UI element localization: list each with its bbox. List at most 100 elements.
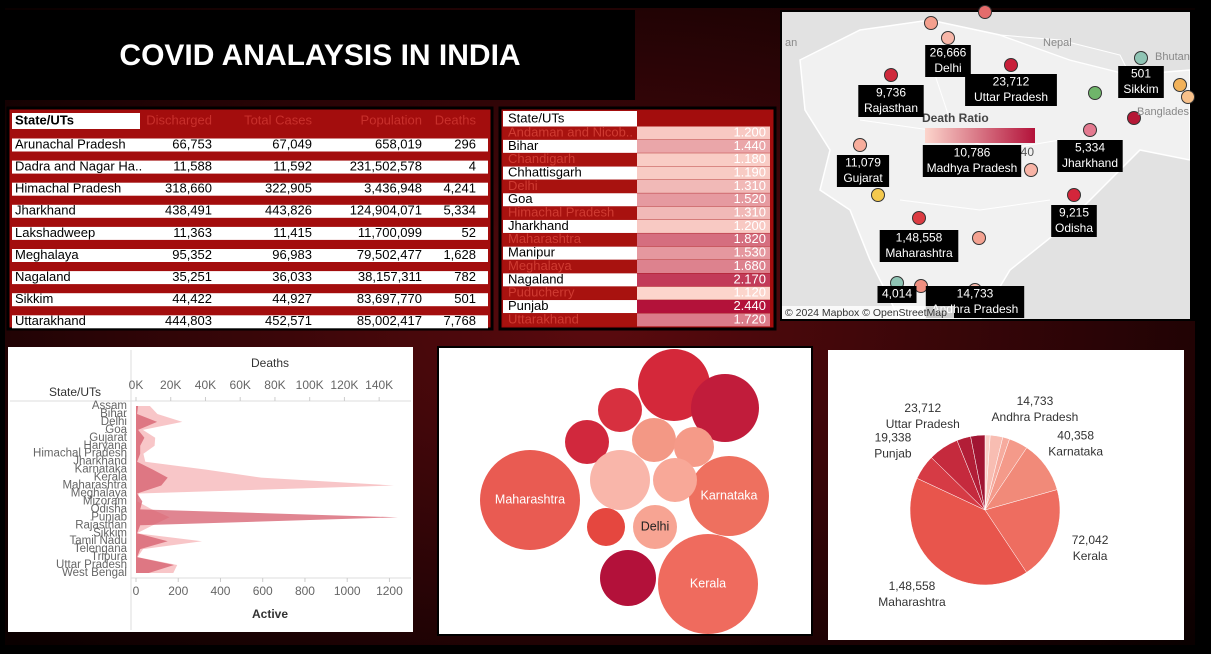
table-row	[12, 226, 488, 240]
map-label-value: 10,786	[954, 146, 991, 160]
map-label-value: 9,215	[1059, 206, 1089, 220]
column-header: Deaths	[435, 112, 477, 127]
table-cell: 322,905	[265, 181, 312, 196]
ratio-cell	[637, 139, 770, 153]
table-row	[12, 182, 488, 196]
name-cell	[503, 286, 637, 300]
table-row	[12, 315, 488, 329]
state-name: Jharkhand	[508, 218, 569, 233]
map-label-box	[877, 286, 917, 303]
map-label-value: 9,736	[876, 86, 906, 100]
table-cell: 35,251	[172, 269, 212, 284]
ratio-value: 1.440	[733, 138, 766, 153]
state-name: Goa	[508, 191, 533, 206]
table-cell: 96,983	[272, 247, 312, 262]
ratio-cell	[637, 313, 770, 327]
y-tick-label: Tripura	[91, 551, 128, 563]
x2-tick-label: 1200	[376, 584, 403, 598]
map-marker	[912, 211, 926, 225]
slice-value-label: 72,042	[1072, 533, 1109, 547]
y-tick-label: Goa	[105, 424, 127, 436]
table-cell: 444,803	[165, 313, 212, 328]
table-cell: 11,588	[173, 159, 212, 174]
map-marker	[1088, 86, 1102, 100]
column-header: Discharged	[146, 112, 212, 127]
map-marker	[884, 68, 898, 82]
map-label-name: Madhya Pradesh	[927, 161, 1018, 175]
ratio-cell	[637, 300, 770, 314]
map-marker	[972, 231, 986, 245]
x-tick-label: 20K	[160, 378, 181, 392]
map-label-name: Uttar Pradesh	[974, 90, 1048, 104]
slice-value-label: 19,338	[875, 430, 912, 444]
map-label-value: 5,334	[1075, 141, 1105, 155]
x2-tick-label: 600	[253, 584, 273, 598]
bubble	[565, 420, 609, 464]
table-cell: 44,927	[272, 291, 312, 306]
x-tick-label: 40K	[195, 378, 216, 392]
column-header: Population	[361, 112, 422, 127]
name-cell	[503, 233, 637, 247]
y-tick-label: West Bengal	[62, 567, 127, 579]
nepal-shape	[999, 34, 1131, 76]
map-marker	[1083, 123, 1097, 137]
ratio-value: 1.120	[733, 285, 766, 300]
x-tick-label: 80K	[264, 378, 285, 392]
state-name: Himachal Pradesh	[508, 205, 614, 220]
bubble-label: Kerala	[690, 576, 726, 590]
slice-value-label: 14,733	[1017, 394, 1054, 408]
y-tick-label: Kerala	[94, 472, 128, 484]
bubble-label: Delhi	[641, 519, 670, 533]
ratio-value: 1.820	[733, 231, 766, 246]
x2-axis-title: Active	[252, 607, 288, 621]
header-cell	[503, 111, 637, 127]
slice-value-label: 23,712	[904, 401, 941, 415]
ratio-value: 1.680	[733, 258, 766, 273]
y-tick-label: Assam	[92, 400, 127, 412]
map-label-value: 14,733	[957, 287, 994, 301]
x-tick-label: 140K	[365, 378, 393, 392]
bubble	[674, 427, 714, 467]
x2-tick-label: 0	[133, 584, 140, 598]
legend-title: Death Ratio	[922, 111, 989, 125]
table-row	[12, 204, 488, 218]
table-cell: 52	[462, 225, 476, 240]
bubble-label: Maharashtra	[495, 492, 565, 506]
bubble	[691, 374, 759, 442]
map-label-value: 1,48,558	[896, 231, 943, 245]
bubble	[689, 456, 769, 536]
place-name: Bhutan	[1155, 51, 1190, 63]
ratio-value: 1.180	[733, 151, 766, 166]
table-cell: Himachal Pradesh	[15, 181, 121, 196]
bubble	[658, 534, 758, 634]
ratio-cell	[637, 246, 770, 260]
state-name: Puducherry	[508, 285, 575, 300]
state-name: Delhi	[508, 178, 538, 193]
table-cell: 1,628	[443, 247, 476, 262]
ratio-value: 1.530	[733, 245, 766, 260]
slice-name-label: Karnataka	[1048, 444, 1103, 458]
y-tick-label: Meghalaya	[71, 488, 128, 500]
map-label-value: 23,712	[993, 75, 1030, 89]
map-label-name: Sikkim	[1123, 82, 1158, 96]
map-label-name: Jharkhand	[1062, 156, 1118, 170]
table-row	[12, 160, 488, 174]
map-marker	[978, 5, 992, 19]
name-cell	[503, 300, 637, 314]
y-tick-label: Gujarat	[89, 432, 128, 444]
table-cell: Lakshadweep	[15, 225, 95, 240]
table-cell: 11,592	[273, 159, 312, 174]
ratio-cell	[637, 166, 770, 180]
state-name: Chandigarh	[508, 151, 575, 166]
slice-name-label: Andhra Pradesh	[992, 410, 1079, 424]
ratio-value: 2.440	[733, 298, 766, 313]
table-cell: 501	[454, 291, 476, 306]
table-cell: Jharkhand	[15, 203, 76, 218]
map-label-box	[1051, 205, 1097, 237]
state-name: Andaman and Nicob..	[508, 124, 633, 139]
table-cell: 438,491	[165, 203, 212, 218]
title-box	[5, 10, 635, 100]
y-tick-label: Tamil Nadu	[69, 535, 127, 547]
place-name: Banglades	[1137, 106, 1189, 118]
y-tick-label: Haryana	[84, 440, 128, 452]
